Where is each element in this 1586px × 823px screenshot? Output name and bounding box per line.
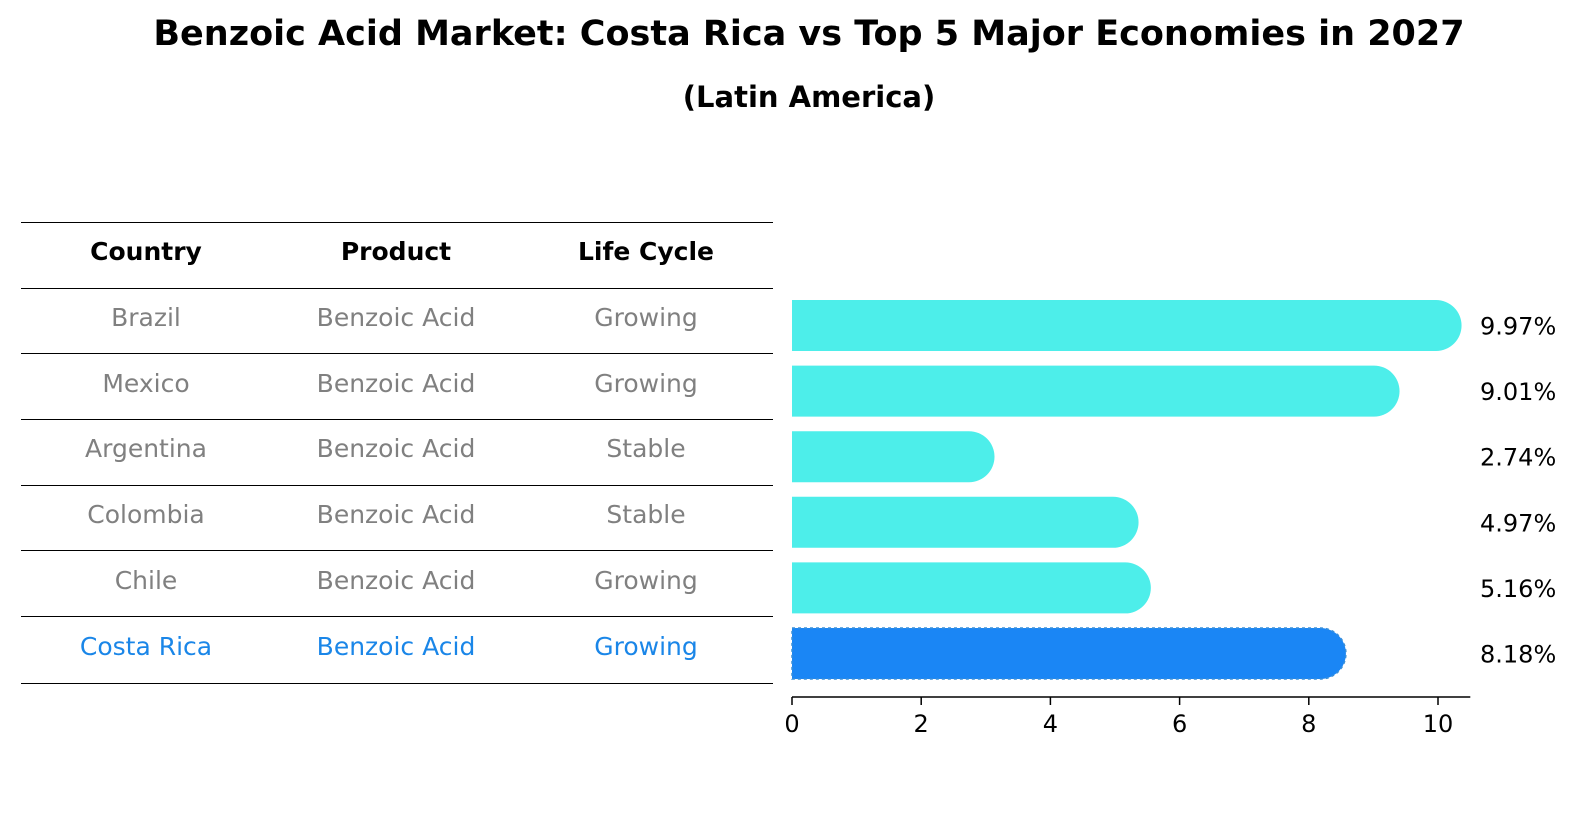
- bar-value-label: 4.97%: [1480, 509, 1556, 537]
- cell-country: Chile: [114, 566, 178, 595]
- cell-country: Colombia: [87, 500, 205, 529]
- cell-country: Mexico: [102, 369, 190, 398]
- cell-life-cycle: Growing: [594, 632, 698, 661]
- x-tick-label: 8: [1301, 710, 1316, 738]
- cell-product: Benzoic Acid: [316, 500, 476, 529]
- chart-title: Benzoic Acid Market: Costa Rica vs Top 5…: [153, 14, 1465, 54]
- cell-country: Argentina: [85, 434, 207, 463]
- table-rule: [21, 288, 773, 289]
- cell-country: Costa Rica: [79, 632, 213, 661]
- bar-value-label: 8.18%: [1480, 641, 1556, 669]
- chart-subtitle: (Latin America): [682, 80, 936, 114]
- cell-product: Benzoic Acid: [316, 369, 476, 398]
- table-rule: [21, 550, 773, 551]
- x-tick-label: 10: [1423, 710, 1454, 738]
- bar-colombia: [792, 496, 1139, 548]
- cell-country: Brazil: [111, 303, 181, 332]
- bar-value-label: 5.16%: [1480, 575, 1556, 603]
- bar-mexico: [792, 365, 1400, 417]
- table-rule: [21, 222, 773, 223]
- bar-brazil: [792, 300, 1462, 351]
- bar-value-label: 9.97%: [1480, 313, 1556, 341]
- cell-life-cycle: Growing: [594, 303, 698, 332]
- cell-product: Benzoic Acid: [316, 632, 476, 661]
- cell-life-cycle: Stable: [606, 500, 686, 529]
- cell-product: Benzoic Acid: [316, 303, 476, 332]
- table-rule: [21, 683, 773, 684]
- cell-life-cycle: Stable: [606, 434, 686, 463]
- x-tick-label: 0: [784, 710, 799, 738]
- cell-product: Benzoic Acid: [316, 434, 476, 463]
- header-life-cycle: Life Cycle: [577, 237, 715, 266]
- cell-life-cycle: Growing: [594, 566, 698, 595]
- table-rule: [21, 419, 773, 420]
- bar-chile: [792, 562, 1151, 614]
- bar-argentina: [792, 431, 995, 483]
- cell-life-cycle: Growing: [594, 369, 698, 398]
- table-rule: [21, 485, 773, 486]
- bar-value-label: 2.74%: [1480, 444, 1556, 472]
- header-country: Country: [90, 237, 202, 266]
- table-rule: [21, 616, 773, 617]
- table-rule: [21, 353, 773, 354]
- header-product: Product: [340, 237, 452, 266]
- bar-value-label: 9.01%: [1480, 378, 1556, 406]
- x-tick-label: 6: [1172, 710, 1187, 738]
- x-tick-label: 2: [914, 710, 929, 738]
- x-tick-label: 4: [1043, 710, 1058, 738]
- cell-product: Benzoic Acid: [316, 566, 476, 595]
- bar-costa-rica: [791, 627, 1347, 680]
